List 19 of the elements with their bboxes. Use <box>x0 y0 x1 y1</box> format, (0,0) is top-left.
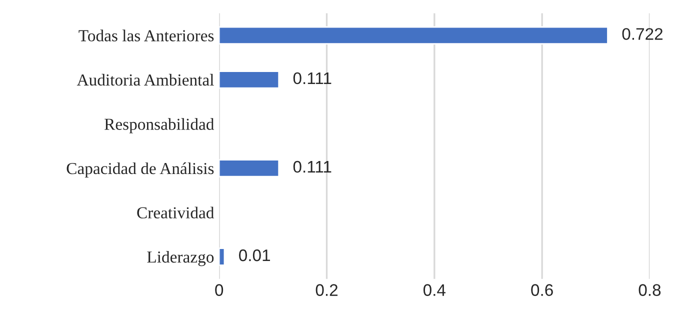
y-tick-label: Liderazgo <box>147 250 214 266</box>
data-label: 0.722 <box>622 28 662 40</box>
bar <box>219 26 608 45</box>
data-label: 0.01 <box>239 249 270 262</box>
y-tick-label: Auditoria Ambiental <box>76 74 214 86</box>
x-tick-label: 0.8 <box>638 284 661 296</box>
y-tick-label: Capacidad de Análisis <box>66 162 214 178</box>
y-tick-label: Creatividad <box>137 206 214 218</box>
data-label: 0.111 <box>293 160 332 173</box>
x-tick-label: 0 <box>215 284 224 296</box>
x-tick-label: 0.6 <box>531 284 553 296</box>
x-tick-label: 0.2 <box>316 284 338 296</box>
y-tick-label: Responsabilidad <box>104 118 214 134</box>
y-tick-label: Todas las Anteriores <box>78 30 214 42</box>
x-tick-label: 0.4 <box>423 284 446 296</box>
bar <box>219 159 280 178</box>
bar <box>219 70 280 89</box>
bar <box>219 248 226 266</box>
data-label: 0.111 <box>293 72 332 84</box>
